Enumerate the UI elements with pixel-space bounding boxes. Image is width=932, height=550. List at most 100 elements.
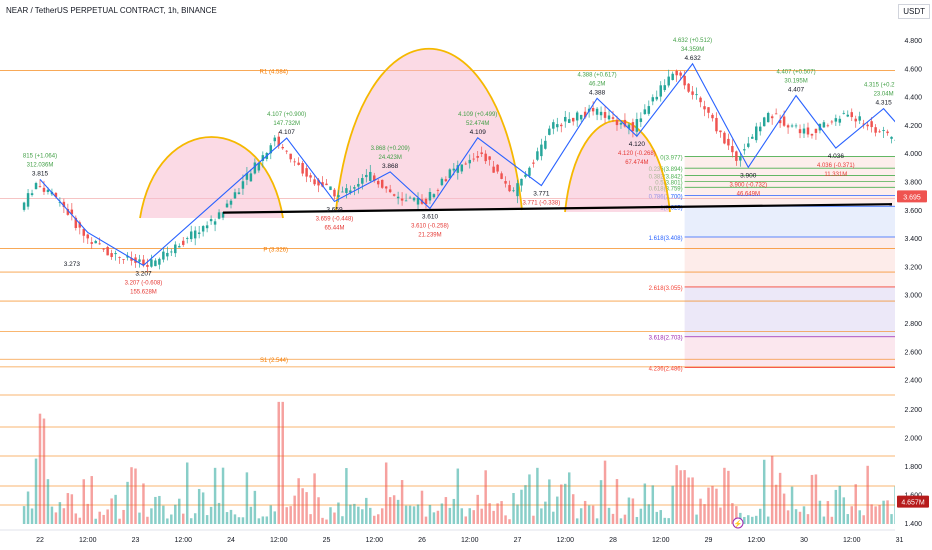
candle-body — [205, 225, 209, 229]
swing-price: 4.632 — [684, 55, 701, 62]
candle-body — [878, 131, 881, 133]
price-tick-label: 2.400 — [904, 378, 922, 385]
candle-body — [209, 219, 213, 222]
candle-body — [74, 217, 78, 228]
candle-body — [631, 122, 635, 132]
volume-bar — [500, 501, 503, 524]
candle-body — [293, 161, 296, 163]
candle-body — [182, 240, 185, 245]
candle-body — [122, 259, 125, 260]
volume-bar — [281, 401, 284, 524]
candle-body — [357, 183, 360, 187]
volume-bar — [237, 517, 241, 524]
volume-bar — [540, 508, 543, 524]
fib-label: 4.236(2.486) — [649, 366, 683, 372]
volume-bar — [890, 514, 893, 524]
candle-body — [289, 153, 292, 160]
candle-body — [170, 251, 173, 253]
volume-bar — [404, 505, 408, 524]
swing-price: 3.815 — [32, 170, 49, 177]
volume-bar — [671, 485, 674, 524]
candle-body — [245, 173, 249, 180]
volume-bar — [472, 510, 475, 524]
candle-body — [548, 128, 551, 135]
candle-body — [659, 85, 662, 97]
volume-bar — [205, 515, 209, 524]
volume-bar — [536, 467, 539, 524]
swing-price: 4.388 — [589, 89, 606, 96]
pivot-label: R1 (4.584) — [260, 70, 288, 76]
swing-change: 815 (+1.064) — [23, 153, 57, 159]
swing-volume: 52.474M — [466, 121, 489, 127]
volume-bar — [687, 477, 690, 524]
candle-body — [603, 112, 607, 118]
candle-body — [424, 198, 428, 205]
volume-bar — [26, 491, 30, 524]
volume-bar — [874, 506, 877, 524]
price-tick-label: 4.600 — [904, 66, 922, 73]
price-tick-label: 2.600 — [904, 349, 922, 356]
volume-bar — [587, 505, 591, 524]
candle-body — [213, 221, 217, 225]
volume-bar — [504, 515, 507, 524]
candle-body — [683, 75, 686, 86]
candle-body — [814, 128, 818, 133]
candle-body — [309, 175, 312, 178]
volume-bar — [647, 504, 651, 524]
candle-body — [221, 212, 225, 218]
volume-bar — [651, 485, 655, 524]
volume-bar — [882, 500, 885, 524]
volume-bar — [154, 496, 157, 524]
candle-body — [464, 163, 468, 165]
candle-body — [130, 257, 133, 261]
candle-body — [396, 196, 400, 199]
candle-body — [667, 76, 670, 86]
candle-body — [544, 140, 547, 149]
currency-button[interactable]: USDT — [898, 4, 930, 19]
candle-body — [428, 192, 432, 201]
volume-bar — [886, 500, 889, 524]
volume-bar — [798, 511, 802, 524]
candle-body — [301, 162, 304, 174]
candle-body — [241, 181, 245, 189]
volume-bar — [448, 507, 452, 524]
candle-body — [118, 257, 121, 258]
candle-body — [166, 252, 169, 257]
volume-bar — [575, 518, 579, 524]
volume-bar — [778, 472, 782, 524]
candle-body — [174, 244, 177, 254]
candle-body — [452, 168, 456, 171]
candle-body — [376, 180, 380, 185]
candle-body — [782, 116, 786, 126]
candle-body — [751, 136, 754, 139]
candle-body — [675, 70, 678, 76]
candle-body — [380, 179, 384, 188]
time-tick-label: 12:00 — [843, 537, 861, 544]
volume-bar — [512, 493, 515, 524]
swing-price: 3.273 — [64, 261, 81, 268]
swing-price: 4.315 — [875, 100, 892, 107]
volume-bar — [715, 488, 718, 524]
candle-body — [488, 156, 491, 160]
candle-body — [834, 118, 838, 122]
candle-body — [532, 162, 535, 164]
candle-body — [225, 203, 229, 208]
candle-body — [317, 179, 320, 186]
volume-bar — [834, 489, 838, 524]
volume-bar — [842, 497, 846, 524]
candle-body — [341, 191, 344, 193]
volume-bar — [225, 512, 229, 524]
fib-label: 2.618(3.055) — [649, 286, 683, 292]
swing-price: 4.036 — [828, 153, 845, 160]
volume-bar — [440, 503, 444, 524]
swing-change: 3.771 (-0.338) — [523, 201, 561, 207]
fib-label: 1(3.625) — [660, 205, 682, 211]
volume-bar — [277, 401, 280, 524]
volume-bar — [408, 505, 412, 524]
volume-bar — [138, 512, 141, 524]
volume-bar — [70, 494, 74, 524]
candle-body — [440, 178, 444, 186]
candle-body — [862, 123, 865, 125]
candle-body — [66, 208, 70, 215]
